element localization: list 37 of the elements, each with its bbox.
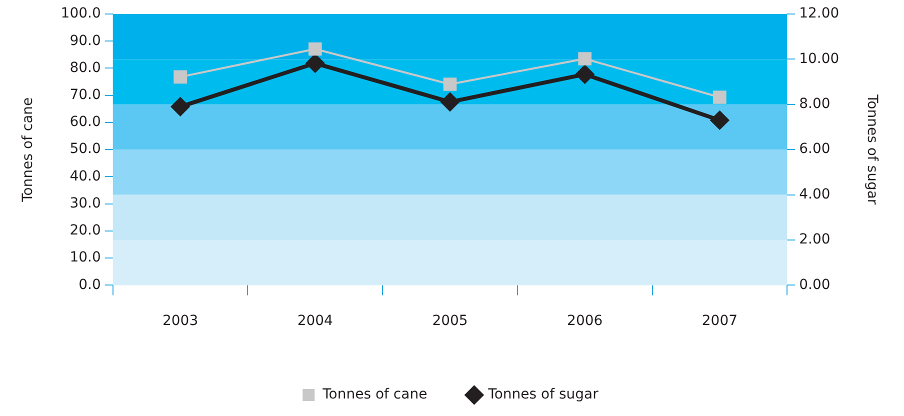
x-tick-label: 2006: [567, 313, 603, 330]
y-tick-label: 0.0: [78, 276, 101, 293]
x-tick-label: 2003: [162, 313, 198, 330]
y2-tick-label: 0.00: [799, 276, 830, 293]
point: [576, 65, 594, 84]
y-tick-label: 100.0: [60, 6, 101, 22]
y2-axis-title: Tonnes of sugar: [864, 94, 880, 205]
x-tick-label: 2007: [702, 313, 738, 330]
y2-tick-label: 8.00: [799, 96, 830, 112]
x-tick-label: 2004: [297, 313, 334, 330]
y-tick-label: 40.0: [70, 168, 101, 184]
y2-tick-label: 10.00: [799, 50, 840, 67]
point: [443, 78, 457, 91]
y-tick-label: 80.0: [70, 60, 101, 76]
y-tick-label: 30.0: [70, 195, 101, 212]
point: [441, 92, 459, 111]
y-tick-label: 50.0: [70, 141, 101, 158]
y-tick-label: 70.0: [70, 87, 101, 103]
point: [578, 52, 592, 66]
point: [306, 54, 324, 72]
x-tick-label: 2005: [432, 313, 468, 330]
point: [713, 90, 726, 104]
y-axis-title: Tonnes of cane: [20, 97, 36, 203]
y-tick-label: 60.0: [70, 114, 101, 130]
y2-tick-label: 6.00: [799, 141, 830, 158]
y-tick-label: 90.0: [70, 32, 101, 49]
y2-tick-label: 12.00: [799, 6, 840, 22]
y2-tick-label: 2.00: [799, 232, 830, 248]
y2-tick-label: 4.00: [799, 186, 830, 202]
legend-label: Tonnes of sugar: [487, 386, 599, 403]
point: [710, 111, 729, 130]
point: [174, 70, 187, 84]
y-tick-label: 20.0: [70, 222, 101, 239]
y-tick-label: 10.0: [70, 250, 101, 266]
legend-label: Tonnes of cane: [322, 386, 428, 403]
point: [171, 98, 190, 116]
point: [308, 42, 322, 56]
